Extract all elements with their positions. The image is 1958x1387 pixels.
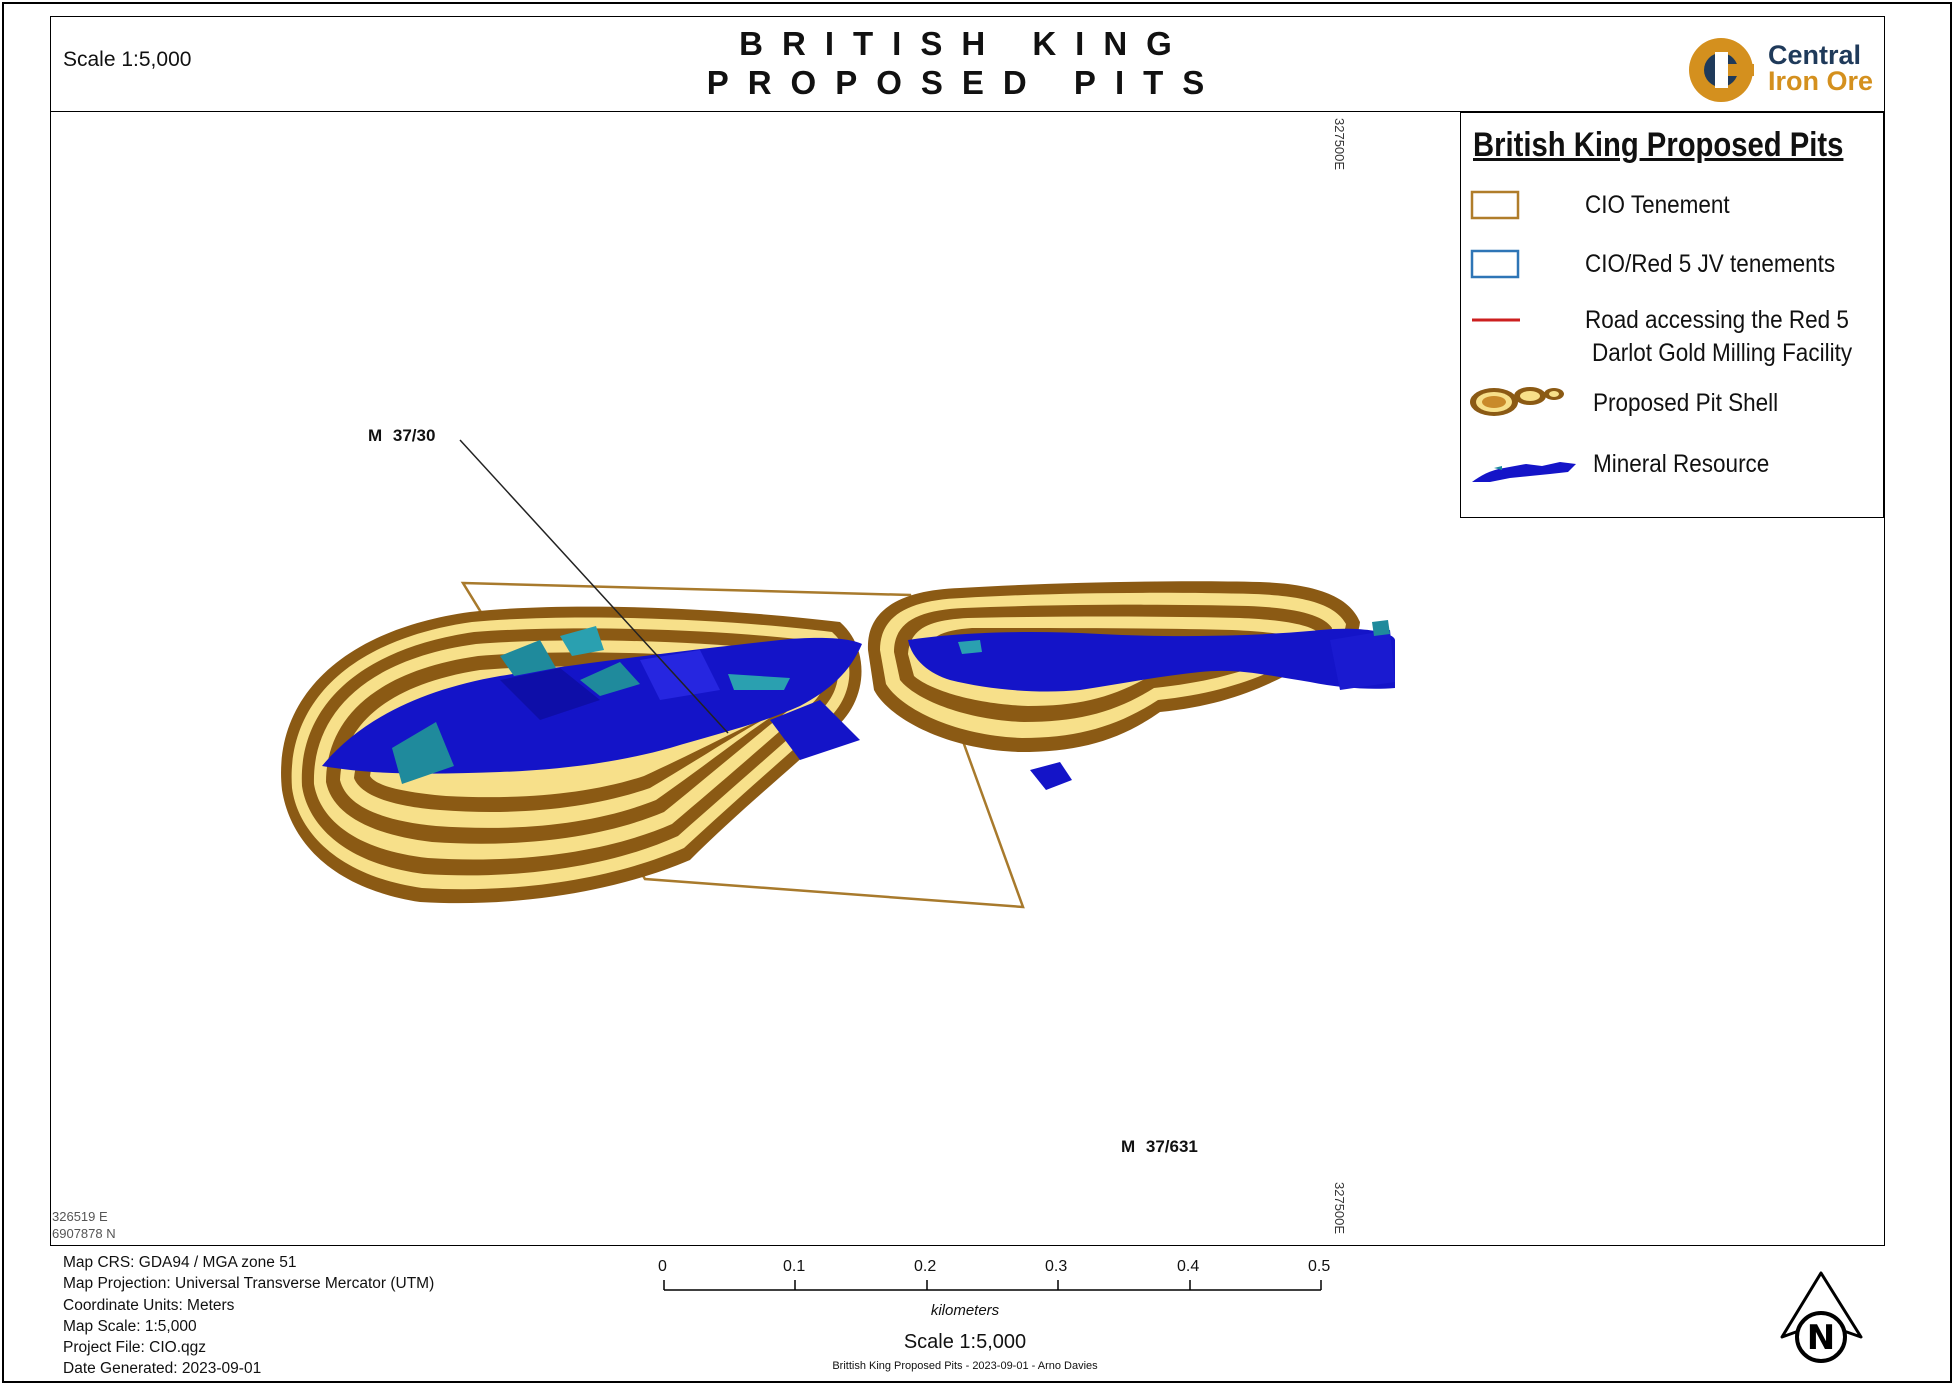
road-line-icon (1472, 318, 1520, 322)
tenement-label-m37-30: M 37/30 (368, 426, 436, 445)
pit-shell-icon (1470, 387, 1564, 416)
scale-units-label: kilometers (930, 1302, 1000, 1319)
cio-logo (1689, 38, 1754, 102)
legend-label-mineral-resource: Mineral Resource (1593, 450, 1770, 478)
mineral-resource-east[interactable] (908, 620, 1395, 790)
map-legend (1460, 112, 1884, 518)
scale-tick-0: 0 (658, 1258, 667, 1275)
legend-title: British King Proposed Pits (1473, 126, 1844, 164)
scale-bar (663, 1280, 1322, 1291)
logo-text-iron-ore: Iron Ore (1768, 66, 1874, 96)
info-map-scale: Map Scale: 1:5,000 (63, 1317, 197, 1335)
corner-northing: 6907878 N (52, 1226, 116, 1241)
cio-logo-icon (1689, 38, 1754, 102)
info-map-projection: Map Projection: Universal Transverse Mer… (63, 1275, 435, 1293)
corner-easting: 326519 E (52, 1209, 108, 1224)
info-project-file: Project File: CIO.qgz (63, 1339, 206, 1357)
legend-label-jv-tenements: CIO/Red 5 JV tenements (1585, 250, 1836, 278)
map-credits: Brittish King Proposed Pits - 2023-09-01… (832, 1360, 1098, 1372)
logo-text-central: Central (1768, 40, 1862, 70)
scale-tick-0-4: 0.4 (1177, 1258, 1200, 1275)
grid-coordinate-top: 327500E (1332, 118, 1347, 171)
north-arrow-icon: N (1780, 1271, 1863, 1363)
north-arrow-letter: N (1807, 1318, 1835, 1358)
grid-coordinate-bottom: 327500E (1332, 1182, 1347, 1235)
map-canvas[interactable] (50, 112, 1885, 1245)
scale-tick-0-5: 0.5 (1308, 1258, 1331, 1275)
map-title-line2: PROPOSED PITS (706, 64, 1224, 101)
resource-blocks-west (392, 626, 790, 784)
map-frame (50, 16, 1885, 1246)
map-title-line1: BRITISH KING (739, 25, 1191, 62)
legend-label-pit-shell: Proposed Pit Shell (1593, 389, 1779, 417)
tenement-label-m37-631: M 37/631 (1121, 1137, 1198, 1156)
header-scale-label: Scale 1:5,000 (63, 48, 192, 71)
mineral-resource-icon (1472, 462, 1576, 482)
scale-label-bottom: Scale 1:5,000 (903, 1331, 1027, 1353)
info-date-generated: Date Generated: 2023-09-01 (63, 1360, 262, 1378)
jv-tenement-box-icon (1470, 249, 1520, 279)
tenement-box-icon (1470, 190, 1520, 220)
header-divider (50, 111, 1885, 112)
scale-tick-0-1: 0.1 (783, 1258, 806, 1275)
scale-tick-0-3: 0.3 (1045, 1258, 1068, 1275)
legend-label-road-line2: Darlot Gold Milling Facility (1592, 339, 1853, 367)
legend-label-road-line1: Road accessing the Red 5 (1585, 306, 1849, 334)
info-coordinate-units: Coordinate Units: Meters (63, 1296, 235, 1314)
mineral-resource-west[interactable] (322, 637, 862, 774)
scale-tick-0-2: 0.2 (914, 1258, 937, 1275)
tenement-leader-line (459, 439, 729, 734)
legend-label-cio-tenement: CIO Tenement (1585, 191, 1730, 219)
map-info-block: Map CRS: GDA94 / MGA zone 51 Map Project… (63, 1252, 434, 1380)
info-map-crs: Map CRS: GDA94 / MGA zone 51 (63, 1254, 297, 1271)
